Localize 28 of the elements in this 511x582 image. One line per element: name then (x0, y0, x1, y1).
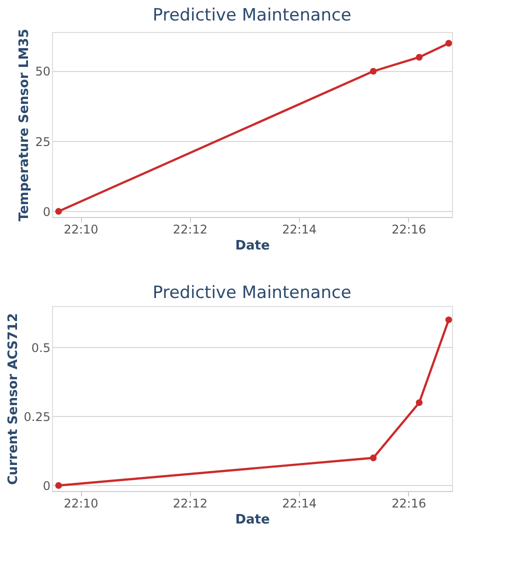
x-axis-title: Date (235, 512, 270, 528)
x-axis-title: Date (235, 238, 270, 254)
x-tick-label: 22:16 (392, 222, 426, 236)
y-tick-label: 25 (35, 134, 50, 149)
x-tick-label: 22:14 (282, 222, 317, 236)
x-tick-label: 22:14 (282, 496, 317, 510)
y-tick-label: 0 (42, 204, 50, 219)
y-tick-label: 0 (42, 478, 50, 493)
y-axis-title: Current Sensor ACS712 (6, 313, 21, 485)
point (55, 482, 62, 489)
y-axis-title: Temperature Sensor LM35 (17, 28, 32, 222)
x-tick-label: 22:10 (64, 496, 98, 510)
point (416, 399, 423, 406)
x-tick-label: 22:16 (392, 496, 426, 510)
point (370, 454, 377, 462)
point (445, 40, 452, 47)
x-tick-label: 22:10 (64, 222, 98, 236)
point (445, 316, 452, 324)
point (55, 208, 62, 215)
y-tick-label: 50 (35, 64, 50, 79)
y-tick-label: 0.25 (24, 410, 50, 424)
y-tick-label: 0.5 (31, 340, 50, 355)
x-tick-label: 22:12 (172, 222, 208, 236)
point (416, 54, 423, 61)
chart-title: Predictive Maintenance (152, 283, 352, 303)
chart-title: Predictive Maintenance (152, 5, 352, 26)
x-tick-label: 22:12 (172, 496, 208, 510)
point (370, 68, 377, 75)
